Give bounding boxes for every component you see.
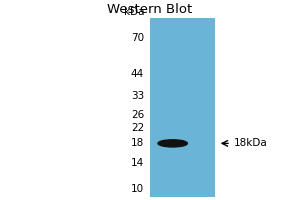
- Bar: [150, 18, 215, 197]
- Text: 10: 10: [131, 184, 144, 194]
- Title: Western Blot: Western Blot: [107, 3, 193, 16]
- Text: kDa: kDa: [124, 7, 144, 17]
- Text: 44: 44: [131, 69, 144, 79]
- Text: 33: 33: [131, 91, 144, 101]
- Text: 14: 14: [131, 158, 144, 168]
- Text: 18: 18: [131, 138, 144, 148]
- Text: 18kDa: 18kDa: [234, 138, 268, 148]
- Text: 26: 26: [131, 110, 144, 120]
- Text: 70: 70: [131, 33, 144, 43]
- Text: 22: 22: [131, 123, 144, 133]
- Ellipse shape: [158, 140, 188, 147]
